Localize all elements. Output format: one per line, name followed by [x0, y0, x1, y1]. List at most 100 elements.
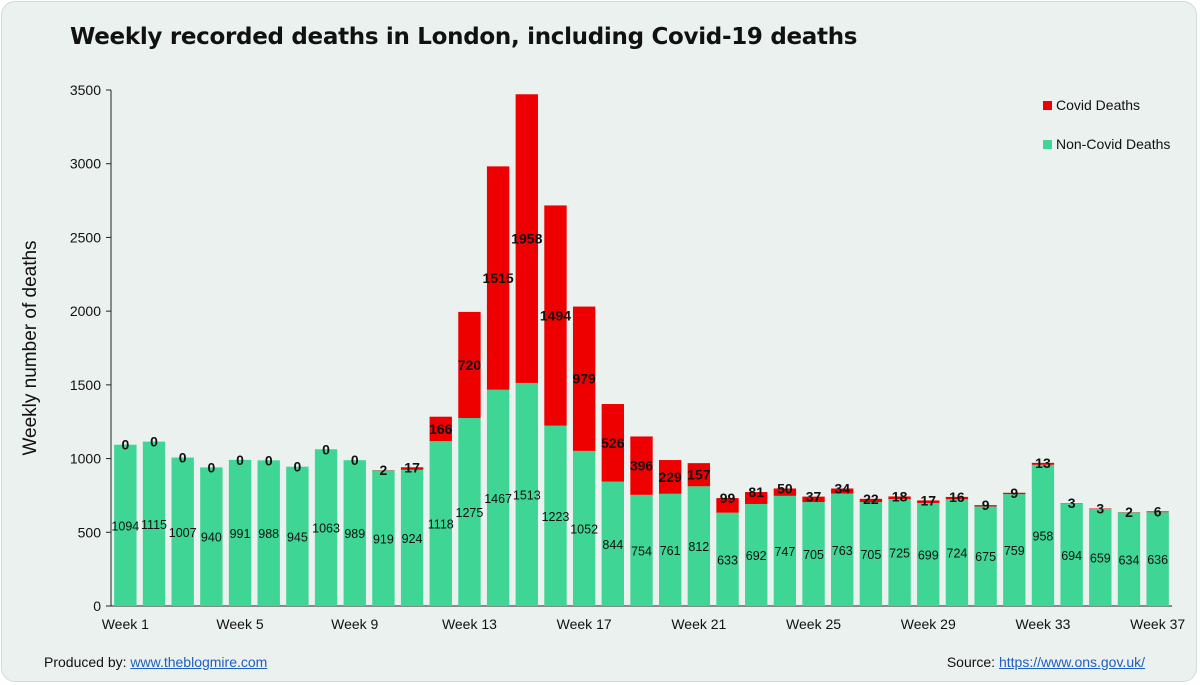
- covid-bar: [515, 94, 538, 383]
- legend-swatch: [1043, 140, 1052, 149]
- non-covid-bar: [974, 506, 997, 606]
- x-tick-label: Week 9: [331, 616, 378, 632]
- source: Source: https://www.ons.gov.uk/: [947, 654, 1145, 670]
- non-covid-value-label: 1467: [484, 492, 512, 506]
- non-covid-bar: [1031, 464, 1055, 606]
- covid-value-label: 157: [687, 467, 711, 483]
- non-covid-value-label: 1063: [312, 522, 340, 536]
- covid-bar: [687, 463, 711, 487]
- non-covid-bar: [773, 495, 797, 606]
- covid-bar: [859, 498, 883, 503]
- non-covid-value-label: 694: [1061, 549, 1082, 563]
- covid-bar: [1031, 462, 1055, 465]
- non-covid-bar: [1146, 512, 1169, 606]
- non-covid-value-label: 958: [1033, 529, 1054, 543]
- non-covid-value-label: 725: [889, 547, 910, 561]
- non-covid-bar: [286, 466, 309, 606]
- covid-bar: [745, 492, 768, 504]
- non-covid-value-label: 636: [1147, 553, 1168, 567]
- covid-value-label: 16: [949, 489, 965, 505]
- non-covid-bar: [343, 460, 366, 606]
- covid-bar: [716, 498, 739, 513]
- x-tick-label: Week 1: [102, 616, 149, 632]
- non-covid-bar: [630, 494, 653, 606]
- non-covid-value-label: 945: [287, 530, 308, 544]
- non-covid-bar: [1060, 503, 1083, 606]
- non-covid-bar: [458, 418, 481, 606]
- x-tick-label: Week 33: [1015, 616, 1070, 632]
- x-tick-label: Week 13: [442, 616, 497, 632]
- covid-bar: [400, 467, 424, 470]
- non-covid-value-label: 675: [975, 550, 996, 564]
- non-covid-bar: [1117, 512, 1141, 606]
- produced-by-link[interactable]: www.theblogmire.com: [130, 654, 268, 670]
- non-covid-value-label: 1115: [141, 518, 167, 532]
- non-covid-bar: [228, 459, 252, 606]
- covid-value-label: 1494: [540, 308, 571, 324]
- covid-bar: [773, 488, 797, 496]
- covid-value-label: 2: [1125, 504, 1133, 520]
- covid-bar: [544, 205, 567, 426]
- y-tick-label: 1500: [70, 377, 101, 393]
- non-covid-value-label: 659: [1090, 551, 1111, 565]
- non-covid-bar: [544, 425, 567, 606]
- source-label: Source:: [946, 654, 999, 670]
- covid-value-label: 0: [150, 434, 158, 450]
- non-covid-value-label: 633: [717, 553, 738, 567]
- covid-value-label: 6: [1154, 503, 1162, 519]
- non-covid-bar: [888, 499, 911, 606]
- non-covid-value-label: 989: [344, 527, 365, 541]
- legend-entry: Non-Covid Deaths: [1056, 136, 1170, 152]
- covid-value-label: 3: [1096, 500, 1104, 516]
- non-covid-value-label: 724: [947, 547, 968, 561]
- covid-value-label: 18: [892, 488, 908, 504]
- covid-bar: [1003, 492, 1026, 495]
- non-covid-value-label: 705: [803, 548, 824, 562]
- legend: Covid Deaths Non-Covid Deaths: [1043, 97, 1170, 152]
- covid-value-label: 3: [1068, 495, 1076, 511]
- covid-value-label: 1515: [483, 270, 514, 286]
- non-covid-value-label: 759: [1004, 544, 1025, 558]
- covid-value-label: 166: [429, 421, 453, 437]
- non-covid-bar: [400, 469, 424, 606]
- non-covid-bar: [1089, 508, 1112, 606]
- non-covid-value-label: 754: [631, 544, 652, 558]
- non-covid-value-label: 747: [774, 545, 795, 559]
- covid-value-label: 526: [601, 435, 625, 451]
- data-labels: 1094 0 1115 0 1007 0 940 0 991 0 988 0 945 0 1063 0 989 0…: [111, 231, 1168, 568]
- y-tick-label: 0: [93, 598, 101, 614]
- non-covid-value-label: 1513: [513, 488, 541, 502]
- covid-value-label: 2: [380, 462, 388, 478]
- non-covid-bar: [572, 450, 596, 606]
- covid-value-label: 0: [207, 459, 215, 475]
- covid-value-label: 9: [982, 497, 990, 513]
- y-tick-label: 2500: [70, 229, 101, 245]
- y-tick-label: 2000: [70, 303, 101, 319]
- legend-entry: Covid Deaths: [1056, 97, 1140, 113]
- non-covid-bar: [945, 499, 969, 606]
- non-covid-bar: [429, 441, 452, 606]
- non-covid-bar: [745, 503, 768, 606]
- covid-bar: [572, 306, 596, 451]
- non-covid-value-label: 940: [201, 531, 222, 545]
- covid-value-label: 0: [322, 441, 330, 457]
- non-covid-bar: [716, 512, 739, 606]
- covid-value-label: 0: [121, 437, 129, 453]
- x-tick-label: Week 29: [901, 616, 956, 632]
- non-covid-bar: [314, 449, 338, 606]
- covid-bar: [802, 496, 825, 503]
- source-link[interactable]: https://www.ons.gov.uk/: [998, 654, 1145, 670]
- non-covid-value-label: 1094: [111, 519, 139, 533]
- covid-value-label: 229: [658, 469, 682, 485]
- non-covid-bar: [1003, 494, 1026, 606]
- non-covid-value-label: 924: [402, 532, 423, 546]
- non-covid-value-label: 1052: [570, 522, 598, 536]
- non-covid-bar: [802, 502, 825, 606]
- covid-value-label: 0: [351, 452, 359, 468]
- covid-bar: [630, 436, 653, 495]
- covid-bar: [458, 311, 481, 419]
- non-covid-bar: [486, 389, 510, 606]
- non-covid-value-label: 988: [258, 527, 279, 541]
